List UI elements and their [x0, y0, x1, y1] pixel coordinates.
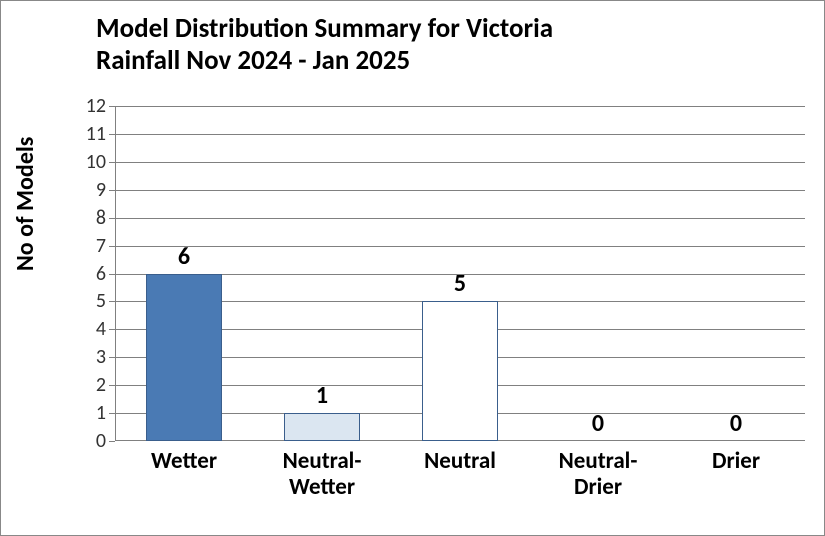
y-tick-mark: [109, 329, 115, 330]
chart-title-line2: Rainfall Nov 2024 - Jan 2025: [96, 44, 410, 77]
category-label: Neutral- Wetter: [283, 448, 362, 501]
gridline: [115, 246, 805, 247]
y-tick-mark: [109, 106, 115, 107]
y-tick-label: 11: [66, 122, 106, 146]
y-tick-label: 1: [66, 401, 106, 425]
chart-title-line1: Model Distribution Summary for Victoria: [96, 12, 553, 45]
y-tick-label: 7: [66, 234, 106, 258]
y-tick-label: 10: [66, 150, 106, 174]
y-tick-mark: [109, 162, 115, 163]
y-tick-mark: [109, 385, 115, 386]
y-axis-title: No of Models: [11, 137, 40, 271]
y-tick-mark: [109, 246, 115, 247]
y-tick-mark: [109, 441, 115, 442]
y-tick-mark: [109, 301, 115, 302]
gridline: [115, 218, 805, 219]
bar-value-label: 5: [454, 269, 466, 298]
category-label: Wetter: [151, 448, 217, 474]
chart-frame: Model Distribution Summary for Victoria …: [0, 0, 825, 536]
y-tick-mark: [109, 218, 115, 219]
y-tick-mark: [109, 413, 115, 414]
gridline: [115, 162, 805, 163]
category-label: Neutral: [424, 448, 496, 474]
y-tick-label: 5: [66, 289, 106, 313]
y-tick-label: 12: [66, 94, 106, 118]
y-tick-label: 0: [66, 429, 106, 453]
bar-value-label: 1: [316, 381, 328, 410]
y-tick-label: 3: [66, 345, 106, 369]
bar-value-label: 0: [730, 409, 742, 438]
y-tick-mark: [109, 357, 115, 358]
y-tick-mark: [109, 274, 115, 275]
gridline: [115, 134, 805, 135]
gridline: [115, 190, 805, 191]
bar: [146, 274, 222, 442]
bar: [284, 413, 360, 441]
y-tick-label: 4: [66, 317, 106, 341]
chart-title: Model Distribution Summary for Victoria …: [96, 13, 553, 78]
y-tick-mark: [109, 190, 115, 191]
category-label: Drier: [712, 448, 760, 474]
bar: [422, 301, 498, 441]
y-tick-label: 2: [66, 373, 106, 397]
y-tick-label: 6: [66, 262, 106, 286]
gridline: [115, 106, 805, 107]
y-tick-mark: [109, 134, 115, 135]
bar-value-label: 6: [178, 242, 190, 271]
bar-value-label: 0: [592, 409, 604, 438]
y-tick-label: 9: [66, 178, 106, 202]
category-label: Neutral- Drier: [559, 448, 638, 501]
y-tick-label: 8: [66, 206, 106, 230]
